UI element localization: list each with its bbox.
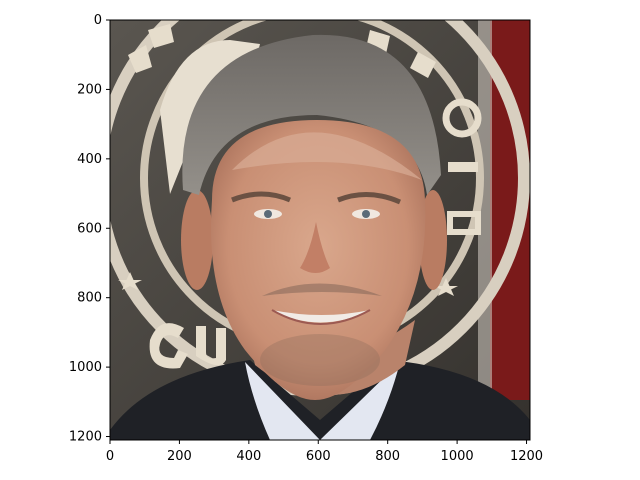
mouth (272, 310, 370, 323)
x-tick-label: 200 (167, 449, 192, 464)
y-axis: 0 200 400 600 800 1000 1200 (69, 13, 110, 445)
y-tick-label: 800 (77, 291, 102, 306)
portrait-image (110, 20, 530, 440)
x-axis: 0 200 400 600 800 1000 1200 (106, 440, 543, 464)
hair (182, 34, 442, 196)
x-tick-label: 1200 (510, 449, 543, 464)
x-tick-label: 1000 (441, 449, 474, 464)
y-tick-label: 200 (77, 82, 102, 97)
shirt-collar (245, 362, 400, 440)
x-tick-label: 0 (106, 449, 114, 464)
suit-jacket (110, 360, 530, 440)
y-tick-label: 600 (77, 221, 102, 236)
y-tick-label: 400 (77, 152, 102, 167)
x-tick-label: 600 (306, 449, 331, 464)
right-ear (419, 190, 447, 290)
y-tick-label: 0 (94, 13, 102, 28)
x-tick-label: 400 (236, 449, 261, 464)
y-tick-label: 1000 (69, 360, 102, 375)
x-tick-label: 800 (375, 449, 400, 464)
nose (300, 222, 330, 273)
axes-frame (109, 19, 531, 441)
axes (109, 19, 531, 441)
left-ear (181, 190, 213, 290)
y-tick-label: 1200 (69, 430, 102, 445)
